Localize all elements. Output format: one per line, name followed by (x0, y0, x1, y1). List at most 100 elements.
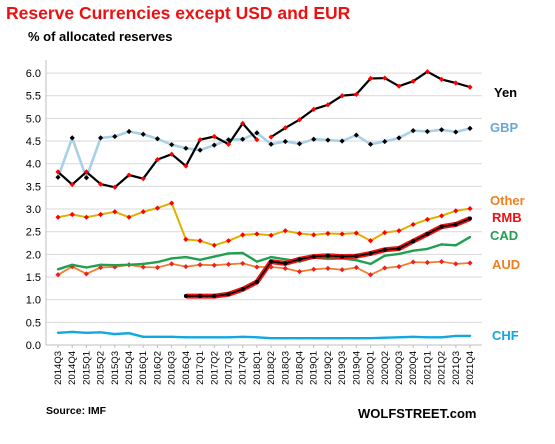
y-tick-label: 5.0 (26, 113, 41, 125)
data-point (382, 138, 388, 145)
data-point (240, 136, 246, 142)
gridlines (46, 72, 482, 346)
data-point (325, 253, 330, 258)
series-label-rmb: RMB (492, 210, 522, 225)
data-point (311, 266, 317, 272)
y-tick-label: 1.0 (26, 295, 41, 307)
x-tick-label: 2015Q3 (110, 351, 121, 385)
data-point (197, 262, 203, 268)
source-note: Source: IMF (46, 405, 107, 417)
data-point (71, 263, 74, 266)
series-gbp (55, 125, 473, 181)
data-point (296, 230, 303, 237)
data-point (396, 228, 402, 234)
data-point (282, 265, 288, 272)
data-point (69, 211, 75, 218)
data-point (112, 184, 118, 190)
data-point (140, 176, 146, 182)
data-point (311, 254, 316, 259)
y-tick-label: 4.0 (26, 159, 41, 171)
data-point (311, 232, 317, 238)
data-point (112, 133, 118, 140)
data-point (383, 336, 386, 339)
data-point (269, 255, 273, 259)
series-label-chf: CHF (492, 328, 519, 343)
data-point (226, 292, 231, 297)
data-point (213, 336, 216, 339)
data-point (184, 336, 188, 339)
data-point (83, 271, 90, 277)
y-tick-label: 4.5 (26, 136, 41, 148)
data-point (382, 247, 387, 252)
data-point (282, 138, 288, 145)
data-point (126, 128, 132, 135)
data-point (83, 169, 90, 175)
data-point (156, 260, 159, 264)
data-point (410, 78, 416, 84)
data-point (397, 336, 401, 339)
data-point (396, 135, 402, 141)
data-point (98, 211, 104, 218)
data-point (298, 337, 301, 340)
data-point (438, 76, 445, 83)
x-tick-label: 2021Q4 (465, 351, 476, 385)
data-point (367, 141, 374, 147)
data-point (140, 264, 146, 270)
data-point (282, 228, 288, 234)
data-point (254, 137, 260, 143)
data-point (127, 332, 131, 335)
data-point (55, 174, 61, 180)
data-point (85, 266, 88, 269)
x-tick-label: 2014Q4 (67, 351, 78, 385)
data-point (56, 268, 60, 271)
y-tick-label: 3.5 (26, 181, 41, 193)
x-tick-label: 2020Q2 (380, 351, 391, 385)
data-point (240, 260, 246, 267)
x-tick-label: 2015Q2 (96, 351, 107, 385)
data-point (170, 257, 173, 260)
data-point (396, 83, 402, 89)
data-point (296, 117, 303, 123)
series-other (55, 200, 473, 248)
data-point (312, 337, 315, 340)
data-point (268, 134, 274, 140)
data-point (227, 252, 230, 255)
data-point (439, 224, 444, 229)
data-point (410, 221, 416, 228)
data-point (169, 200, 175, 206)
data-point (339, 267, 345, 273)
data-point (410, 259, 416, 265)
data-point (197, 238, 203, 244)
x-tick-label: 2017Q3 (223, 351, 234, 385)
data-point (98, 135, 104, 141)
data-point (211, 242, 217, 248)
data-point (355, 259, 358, 262)
series-label-aud: AUD (492, 257, 520, 272)
data-point (367, 75, 374, 82)
data-point (211, 133, 217, 140)
x-tick-label: 2018Q3 (280, 351, 291, 385)
data-point (354, 254, 359, 259)
data-point (197, 147, 203, 153)
data-point (98, 181, 104, 187)
data-point (142, 335, 145, 339)
data-point (411, 239, 416, 244)
data-point (467, 84, 473, 90)
data-point (411, 335, 415, 339)
data-point (154, 264, 161, 271)
data-point (340, 254, 345, 259)
data-point (69, 263, 75, 270)
data-point (197, 137, 203, 143)
data-point (339, 93, 345, 99)
x-tick-label: 2015Q1 (81, 351, 92, 385)
data-point (438, 213, 445, 219)
data-point (240, 232, 246, 238)
data-point (425, 231, 430, 236)
data-point (254, 231, 260, 237)
x-tick-label: 2019Q3 (337, 351, 348, 385)
data-point (454, 244, 457, 247)
series-label-yen: Yen (494, 85, 517, 100)
y-tick-label: 2.5 (26, 227, 41, 239)
data-point (369, 337, 372, 340)
data-point (255, 260, 259, 263)
